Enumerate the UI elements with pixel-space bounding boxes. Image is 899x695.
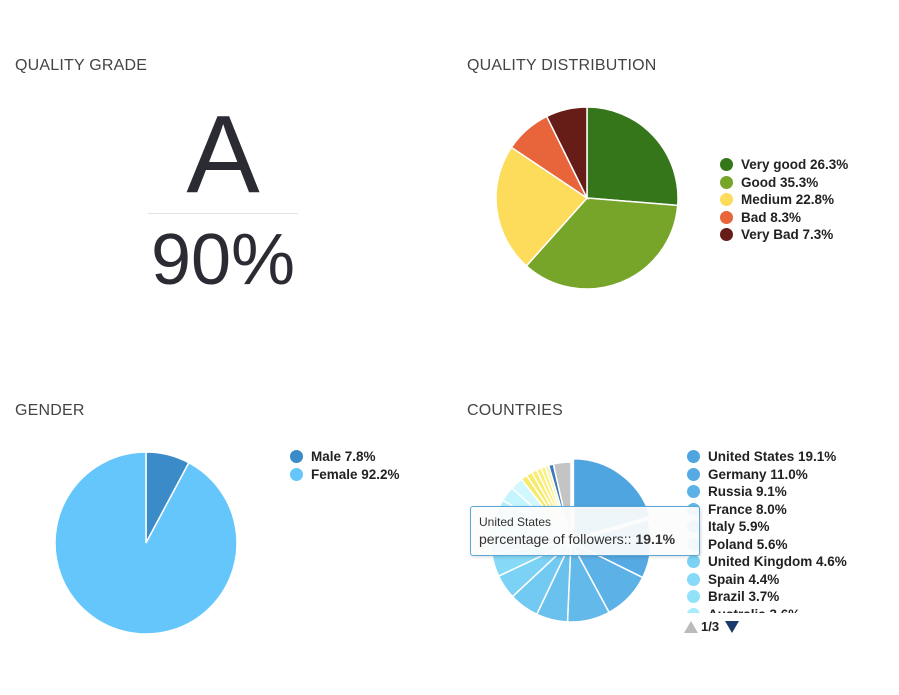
quality-slice-good[interactable] (525, 197, 679, 290)
legend-marker-icon (687, 572, 700, 586)
legend-label: Very Bad 7.3% (741, 227, 834, 242)
quality-legend-item-medium[interactable]: Medium 22.8% (720, 191, 848, 209)
legend-marker-icon (720, 175, 733, 189)
countries-legend-item-italy[interactable]: Italy 5.9% (687, 518, 847, 536)
gender-legend-item-female[interactable]: Female 92.2% (290, 466, 400, 484)
countries-legend-item-germany[interactable]: Germany 11.0% (687, 466, 847, 484)
grade-letter: A (186, 93, 260, 216)
countries-legend-pager: 1/3 (684, 619, 740, 634)
quality-distribution-pie (495, 106, 679, 290)
grade-divider (148, 213, 298, 214)
gender-slice-female[interactable] (54, 451, 238, 635)
gender-legend: Male 7.8% Female 92.2% (290, 448, 400, 483)
tooltip-label: percentage of followers:: (479, 531, 636, 547)
legend-label: Poland 5.6% (708, 536, 788, 552)
legend-marker-icon (687, 555, 700, 569)
legend-marker-icon (290, 450, 303, 464)
legend-marker-icon (720, 193, 733, 207)
legend-label: Australia 3.6% (708, 606, 800, 614)
countries-legend-item-spain[interactable]: Spain 4.4% (687, 571, 847, 589)
legend-marker-icon (687, 450, 700, 464)
quality-slice-medium[interactable] (495, 146, 589, 267)
countries-legend-item-brazil[interactable]: Brazil 3.7% (687, 588, 847, 606)
quality-legend-item-good[interactable]: Good 35.3% (720, 174, 848, 192)
legend-label: United Kingdom 4.6% (708, 554, 847, 569)
tooltip-body: percentage of followers:: 19.1% (479, 531, 675, 547)
quality-legend-item-very-good[interactable]: Very good 26.3% (720, 156, 848, 174)
legend-marker-icon (687, 467, 700, 481)
quality-slice-very-bad[interactable] (545, 106, 588, 199)
legend-marker-icon (687, 607, 700, 613)
quality-distribution-title: QUALITY DISTRIBUTION (467, 57, 657, 74)
countries-legend-item-france[interactable]: France 8.0% (687, 501, 847, 519)
legend-label: Russia 9.1% (708, 484, 787, 499)
legend-marker-icon (720, 158, 733, 172)
tooltip-value: 19.1% (635, 531, 676, 547)
legend-label: Male 7.8% (311, 449, 376, 464)
countries-legend-item-united-states[interactable]: United States 19.1% (687, 448, 847, 466)
legend-marker-icon (687, 485, 700, 499)
pager-down-arrow-icon[interactable] (725, 620, 740, 633)
countries-legend-item-australia[interactable]: Australia 3.6% (687, 606, 847, 614)
legend-label: Spain 4.4% (708, 571, 780, 587)
legend-label: Brazil 3.7% (708, 589, 780, 604)
legend-marker-icon (290, 467, 303, 481)
countries-legend-item-russia[interactable]: Russia 9.1% (687, 483, 847, 501)
grade-percent: 90% (150, 220, 296, 300)
gender-legend-item-male[interactable]: Male 7.8% (290, 448, 400, 466)
legend-label: Good 35.3% (741, 174, 819, 190)
legend-marker-icon (720, 210, 733, 224)
quality-legend-item-bad[interactable]: Bad 8.3% (720, 209, 848, 227)
legend-marker-icon (687, 590, 700, 604)
legend-label: Germany 11.0% (708, 466, 808, 482)
legend-marker-icon (720, 228, 733, 242)
gender-title: GENDER (15, 402, 85, 419)
quality-distribution-legend: Very good 26.3% Good 35.3% Medium 22.8% Bad… (720, 156, 848, 244)
legend-label: United States 19.1% (708, 449, 837, 464)
legend-label: Italy 5.9% (708, 519, 770, 534)
quality-slice-very-good[interactable] (586, 106, 679, 207)
tooltip-title: United States (479, 515, 552, 529)
legend-label: Female 92.2% (311, 466, 400, 482)
legend-label: Medium 22.8% (741, 192, 835, 207)
legend-label: Bad 8.3% (741, 209, 802, 225)
quality-grade-title: QUALITY GRADE (15, 57, 148, 74)
legend-label: Very good 26.3% (741, 157, 849, 172)
countries-legend: United States 19.1% Germany 11.0% Russia 9… (687, 448, 847, 613)
countries-legend-item-united-kingdom[interactable]: United Kingdom 4.6% (687, 553, 847, 571)
countries-legend-viewport: United States 19.1% Germany 11.0% Russia 9… (687, 448, 892, 613)
legend-label: France 8.0% (708, 501, 787, 517)
gender-pie (54, 451, 238, 635)
chart-tooltip: United States percentage of followers:: … (470, 506, 700, 556)
countries-legend-item-poland[interactable]: Poland 5.6% (687, 536, 847, 554)
quality-legend-item-very-bad[interactable]: Very Bad 7.3% (720, 226, 848, 244)
pager-up-arrow-icon[interactable] (684, 620, 698, 633)
countries-title: COUNTRIES (467, 402, 564, 419)
pager-text: 1/3 (701, 619, 720, 634)
